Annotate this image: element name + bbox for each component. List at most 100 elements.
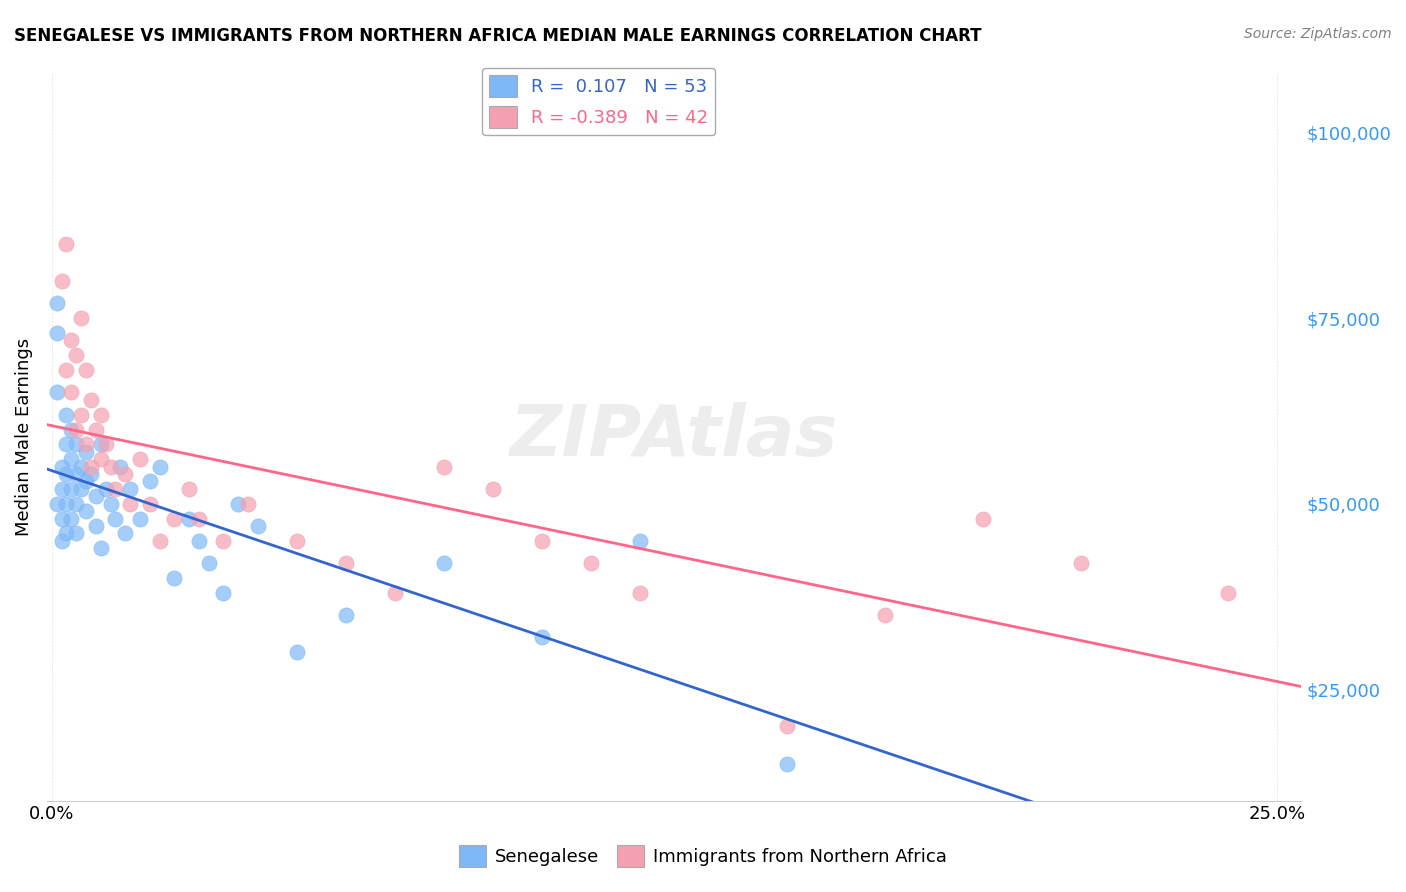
Text: SENEGALESE VS IMMIGRANTS FROM NORTHERN AFRICA MEDIAN MALE EARNINGS CORRELATION C: SENEGALESE VS IMMIGRANTS FROM NORTHERN A… xyxy=(14,27,981,45)
Point xyxy=(65,348,87,362)
Point xyxy=(335,608,357,623)
Point xyxy=(75,504,97,518)
Point xyxy=(139,497,162,511)
Point xyxy=(84,423,107,437)
Point xyxy=(51,274,73,288)
Point xyxy=(55,467,77,481)
Point xyxy=(60,482,83,496)
Point xyxy=(384,586,406,600)
Point xyxy=(94,437,117,451)
Point xyxy=(1216,586,1239,600)
Point xyxy=(60,452,83,467)
Point xyxy=(163,511,186,525)
Point xyxy=(60,423,83,437)
Point xyxy=(84,519,107,533)
Point xyxy=(628,586,651,600)
Point xyxy=(129,452,152,467)
Point xyxy=(212,586,235,600)
Point xyxy=(65,497,87,511)
Point xyxy=(530,630,553,644)
Point xyxy=(873,608,896,623)
Point xyxy=(65,437,87,451)
Point xyxy=(129,511,152,525)
Point xyxy=(51,511,73,525)
Point xyxy=(335,556,357,570)
Point xyxy=(55,408,77,422)
Point xyxy=(90,408,112,422)
Point xyxy=(90,452,112,467)
Point xyxy=(226,497,249,511)
Point xyxy=(149,533,172,548)
Y-axis label: Median Male Earnings: Median Male Earnings xyxy=(15,338,32,536)
Point xyxy=(60,334,83,348)
Point xyxy=(45,296,67,310)
Point xyxy=(212,533,235,548)
Point xyxy=(80,459,103,474)
Point xyxy=(628,533,651,548)
Point xyxy=(55,236,77,251)
Point xyxy=(776,719,799,733)
Point xyxy=(45,385,67,400)
Point xyxy=(60,511,83,525)
Point xyxy=(481,482,503,496)
Point xyxy=(51,459,73,474)
Point xyxy=(187,533,209,548)
Point xyxy=(60,385,83,400)
Point xyxy=(55,437,77,451)
Point xyxy=(285,645,308,659)
Point xyxy=(177,511,200,525)
Point xyxy=(433,556,456,570)
Point xyxy=(114,467,136,481)
Point xyxy=(149,459,172,474)
Point xyxy=(45,497,67,511)
Point xyxy=(100,459,122,474)
Point xyxy=(70,408,93,422)
Point xyxy=(187,511,209,525)
Point xyxy=(1070,556,1092,570)
Point xyxy=(90,541,112,556)
Point xyxy=(70,482,93,496)
Point xyxy=(163,571,186,585)
Point xyxy=(94,482,117,496)
Point xyxy=(84,489,107,503)
Point xyxy=(110,459,132,474)
Point xyxy=(972,511,994,525)
Point xyxy=(65,467,87,481)
Point xyxy=(139,475,162,489)
Point xyxy=(120,497,142,511)
Point xyxy=(45,326,67,340)
Point xyxy=(90,437,112,451)
Point xyxy=(177,482,200,496)
Point xyxy=(75,444,97,458)
Point xyxy=(51,533,73,548)
Point xyxy=(776,756,799,771)
Point xyxy=(75,363,97,377)
Point xyxy=(100,497,122,511)
Legend: Senegalese, Immigrants from Northern Africa: Senegalese, Immigrants from Northern Afr… xyxy=(451,838,955,874)
Point xyxy=(51,482,73,496)
Point xyxy=(579,556,602,570)
Point xyxy=(80,392,103,407)
Point xyxy=(70,459,93,474)
Point xyxy=(80,467,103,481)
Point xyxy=(120,482,142,496)
Point xyxy=(236,497,259,511)
Point xyxy=(285,533,308,548)
Point xyxy=(55,363,77,377)
Point xyxy=(114,526,136,541)
Point xyxy=(65,423,87,437)
Point xyxy=(197,556,219,570)
Point xyxy=(65,526,87,541)
Point xyxy=(246,519,269,533)
Point xyxy=(75,475,97,489)
Legend: R =  0.107   N = 53, R = -0.389   N = 42: R = 0.107 N = 53, R = -0.389 N = 42 xyxy=(482,68,716,136)
Point xyxy=(55,497,77,511)
Point xyxy=(104,511,127,525)
Text: ZIPAtlas: ZIPAtlas xyxy=(510,402,838,472)
Point xyxy=(433,459,456,474)
Point xyxy=(55,526,77,541)
Text: Source: ZipAtlas.com: Source: ZipAtlas.com xyxy=(1244,27,1392,41)
Point xyxy=(530,533,553,548)
Point xyxy=(75,437,97,451)
Point xyxy=(104,482,127,496)
